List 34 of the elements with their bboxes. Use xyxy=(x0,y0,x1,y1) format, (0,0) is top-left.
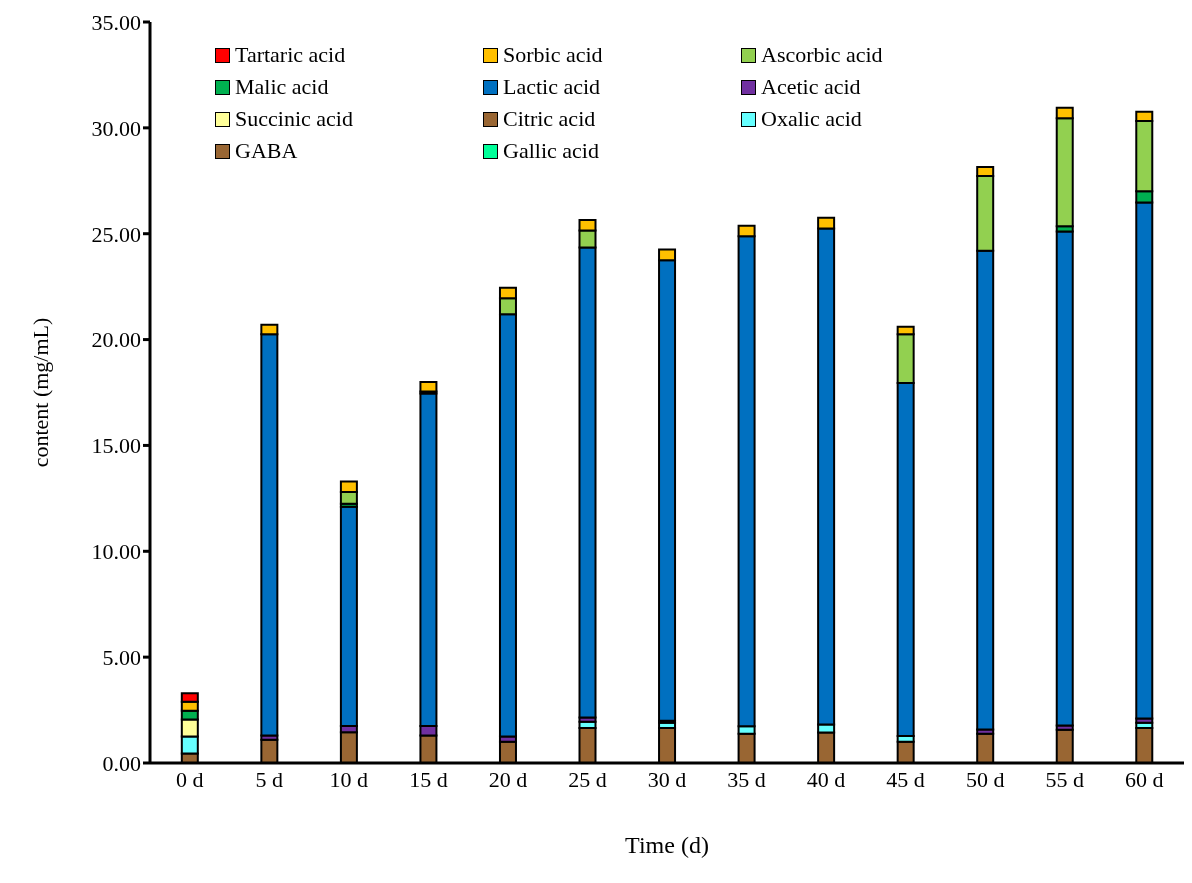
y-tick-label: 10.00 xyxy=(91,539,141,565)
y-tick-label: 0.00 xyxy=(102,750,141,776)
legend-label: Acetic acid xyxy=(761,74,861,100)
legend-label: Lactic acid xyxy=(503,74,601,100)
x-tick-label: 15 d xyxy=(409,766,448,792)
legend-label: Oxalic acid xyxy=(761,106,862,132)
x-tick-label: 55 d xyxy=(1045,766,1084,792)
x-tick-label: 40 d xyxy=(806,766,846,792)
x-tick-label: 35 d xyxy=(727,766,766,792)
x-axis-title: Time (d) xyxy=(625,832,709,858)
legend-label: Citric acid xyxy=(503,106,596,132)
x-tick-label: 0 d xyxy=(176,766,204,792)
y-axis-title: content (mg/mL) xyxy=(27,317,53,468)
x-tick-label: 20 d xyxy=(488,766,528,792)
legend-label: Succinic acid xyxy=(235,106,353,132)
x-tick-label: 45 d xyxy=(886,766,925,792)
y-tick-label: 30.00 xyxy=(91,115,141,141)
legend-label: Gallic acid xyxy=(503,138,599,164)
legend-label: Tartaric acid xyxy=(235,42,346,68)
y-tick-label: 5.00 xyxy=(102,644,141,670)
x-tick-label: 60 d xyxy=(1124,766,1164,792)
legend-label: Sorbic acid xyxy=(503,42,603,68)
y-tick-label: 15.00 xyxy=(91,433,141,459)
y-tick-label: 20.00 xyxy=(91,327,141,353)
legend-label: Ascorbic acid xyxy=(761,42,883,68)
y-tick-label: 35.00 xyxy=(91,9,141,35)
y-tick-label: 25.00 xyxy=(91,221,141,247)
legend-label: Malic acid xyxy=(235,74,329,100)
legend-label: GABA xyxy=(235,138,298,164)
x-tick-label: 5 d xyxy=(255,766,284,792)
x-tick-label: 25 d xyxy=(568,766,607,792)
x-tick-label: 30 d xyxy=(647,766,687,792)
x-tick-label: 50 d xyxy=(965,766,1005,792)
x-tick-label: 10 d xyxy=(329,766,369,792)
